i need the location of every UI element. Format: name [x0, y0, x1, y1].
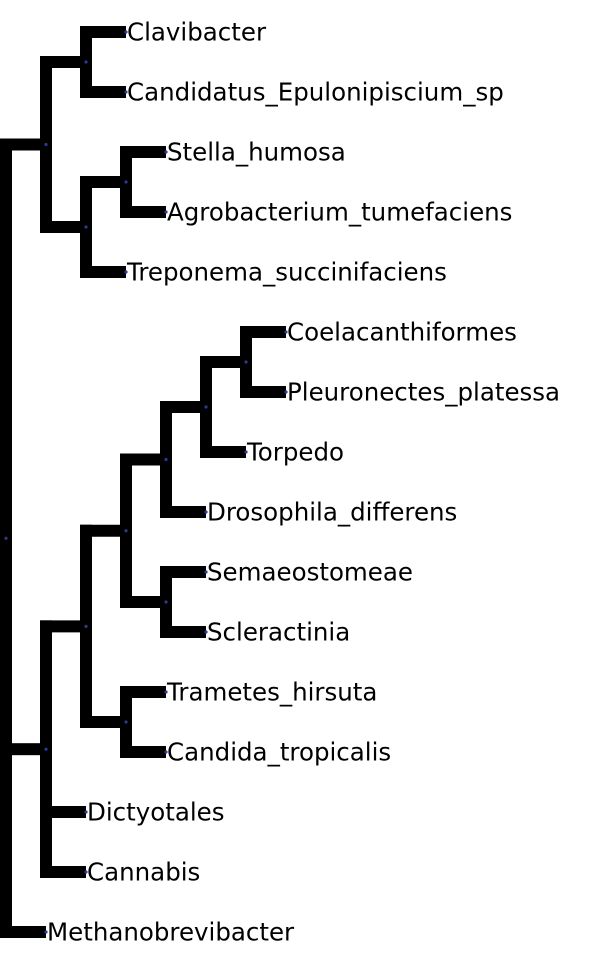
internal-node-dot: [84, 60, 88, 64]
branch-horizontal: [120, 596, 166, 608]
branch-horizontal: [120, 453, 166, 466]
leaf-node-dot: [164, 750, 168, 754]
internal-node-dot: [84, 624, 88, 628]
branch-horizontal: [120, 686, 166, 698]
leaf-node-dot: [204, 510, 208, 514]
internal-node-dot: [84, 225, 88, 229]
leaf-node-dot: [44, 930, 48, 934]
leaf-label: Candida_tropicalis: [167, 738, 391, 767]
branch-horizontal: [200, 356, 246, 368]
internal-node-dot: [44, 747, 48, 751]
leaf-node-dot: [164, 210, 168, 214]
leaf-node-dot: [124, 270, 128, 274]
branch-horizontal: [160, 566, 206, 578]
leaf-label: Treponema_succinifaciens: [126, 258, 447, 287]
leaf-node-dot: [164, 150, 168, 154]
branch-horizontal: [160, 401, 206, 413]
branch-horizontal: [40, 806, 86, 818]
branch-horizontal: [120, 206, 166, 218]
internal-node-dot: [124, 180, 128, 184]
branch-horizontal: [40, 56, 86, 68]
leaf-node-dot: [84, 870, 88, 874]
branch-horizontal: [160, 506, 206, 518]
leaf-label: Stella_humosa: [167, 138, 346, 167]
branch-horizontal: [40, 221, 86, 233]
leaf-label: Trametes_hirsuta: [166, 678, 377, 707]
leaf-node-dot: [284, 390, 288, 394]
leaf-node-dot: [204, 570, 208, 574]
leaf-label: Semaeostomeae: [207, 558, 413, 587]
branch-horizontal: [240, 326, 286, 338]
leaf-label: Dictyotales: [87, 798, 225, 827]
internal-node-dot: [124, 720, 128, 724]
branch-horizontal: [0, 743, 46, 756]
internal-node-dot: [204, 405, 208, 409]
leaf-label: Torpedo: [246, 438, 344, 467]
leaf-node-dot: [84, 810, 88, 814]
branch-horizontal: [200, 446, 246, 458]
leaf-node-dot: [124, 90, 128, 94]
leaf-label: Cannabis: [87, 858, 200, 887]
leaf-label: Candidatus_Epulonipiscium_sp: [127, 78, 504, 107]
internal-node-dot: [164, 600, 168, 604]
internal-node-dot: [244, 360, 248, 364]
branch-horizontal: [80, 86, 126, 98]
branch-horizontal: [80, 266, 126, 278]
branch-horizontal: [120, 146, 166, 158]
leaf-label: Coelacanthiformes: [287, 318, 517, 347]
leaf-label: Scleractinia: [207, 618, 350, 647]
leaf-label: Clavibacter: [127, 18, 267, 47]
branch-horizontal: [80, 716, 126, 728]
leaf-label: Agrobacterium_tumefaciens: [167, 198, 512, 227]
branch-horizontal: [160, 626, 206, 638]
leaf-label: Pleuronectes_platessa: [287, 378, 560, 407]
leaf-node-dot: [124, 30, 128, 34]
branch-horizontal: [0, 926, 46, 938]
internal-node-dot: [164, 457, 168, 462]
leaf-node-dot: [164, 690, 168, 694]
leaf-label: Methanobrevibacter: [47, 918, 295, 947]
tree-labels: Clavibacter Candidatus_Epulonipiscium_sp S…: [47, 18, 560, 947]
leaf-label: Drosophila_differens: [207, 498, 457, 527]
internal-node-dot: [44, 142, 48, 147]
branch-horizontal: [120, 746, 166, 758]
internal-node-dot: [4, 536, 8, 540]
leaf-node-dot: [204, 630, 208, 634]
tree-nodes: [4, 30, 288, 934]
leaf-node-dot: [244, 450, 248, 454]
leaf-node-dot: [284, 330, 288, 334]
branch-horizontal: [240, 386, 286, 398]
branch-horizontal: [80, 176, 126, 188]
branch-horizontal: [80, 26, 126, 38]
branch-horizontal: [80, 524, 126, 537]
branch-horizontal: [40, 620, 86, 633]
internal-node-dot: [124, 529, 128, 533]
branch-horizontal: [40, 866, 86, 878]
branch-horizontal: [0, 138, 46, 151]
